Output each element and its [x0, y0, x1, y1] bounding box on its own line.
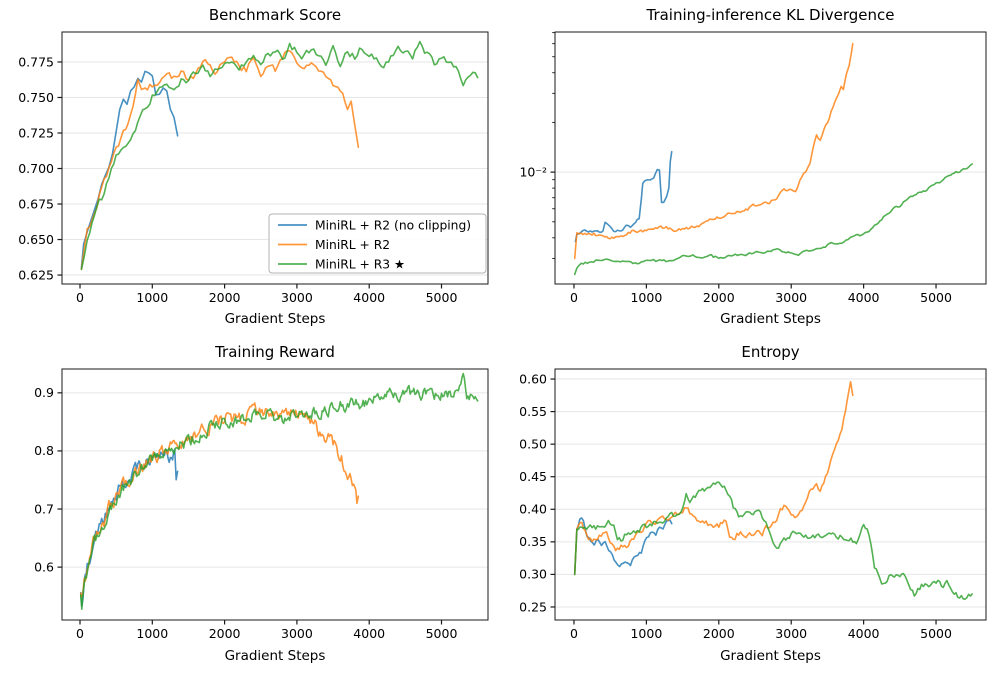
x-tick-label: 3000 [281, 626, 313, 641]
x-tick-label: 4000 [353, 626, 385, 641]
chart-benchmark-score: 0 1000 2000 3000 4000 5000 0.625 0.650 0.675 0.70… [18, 31, 489, 305]
x-tick-label: 5000 [426, 626, 458, 641]
x-tick-label: 5000 [426, 290, 458, 305]
y-tick-label: 0.30 [519, 567, 547, 582]
y-tick-label: 0.9 [34, 385, 54, 400]
y-tick-label: 0.7 [34, 501, 54, 516]
x-tick-label: 4000 [848, 290, 880, 305]
x-tick-label: 0 [570, 626, 578, 641]
axes-box [61, 368, 489, 621]
series-line-2 [573, 380, 854, 576]
x-tick-label: 2000 [209, 290, 241, 305]
y-tick-label: 0.650 [18, 232, 54, 247]
chart-title-entropy: Entropy [741, 343, 800, 361]
series-line-1 [80, 70, 179, 269]
axes-box [61, 31, 489, 285]
series-line-1 [79, 448, 179, 608]
y-tick-label: 0.775 [18, 54, 54, 69]
series-line-3 [80, 40, 479, 271]
y-tick-label: 0.625 [18, 267, 54, 282]
legend-entry-label: MiniRL + R2 [315, 238, 390, 252]
x-tick-label: 0 [570, 290, 578, 305]
legend-entry-label: MiniRL + R3 ★ [315, 257, 405, 271]
chart-entropy: 0 1000 2000 3000 4000 5000 0.25 0.30 0.35 0.40 0.4… [519, 368, 987, 641]
x-axis-label-benchmark-score: Gradient Steps [224, 311, 326, 327]
y-tick-label: 0.725 [18, 125, 54, 140]
y-tick-label: 0.60 [519, 371, 547, 386]
series-line-2 [573, 42, 854, 260]
y-tick-label: 0.45 [519, 469, 547, 484]
x-tick-label: 4000 [353, 290, 385, 305]
series-line-3 [573, 163, 974, 276]
x-tick-label: 2000 [703, 626, 735, 641]
x-tick-label: 2000 [209, 626, 241, 641]
axes-box [554, 368, 987, 621]
x-axis-label-training-reward: Gradient Steps [224, 648, 326, 664]
series-line-2 [79, 402, 360, 599]
x-tick-label: 1000 [630, 626, 662, 641]
x-tick-label: 3000 [775, 626, 807, 641]
x-tick-label: 3000 [281, 290, 313, 305]
x-tick-label: 0 [76, 626, 84, 641]
y-tick-label: 10⁻² [519, 164, 547, 179]
series-line-2 [80, 49, 360, 271]
y-tick-label: 0.750 [18, 90, 54, 105]
x-tick-label: 1000 [630, 290, 662, 305]
series-line-1 [574, 150, 673, 243]
y-tick-label: 0.25 [519, 599, 547, 614]
x-tick-label: 1000 [136, 626, 168, 641]
y-tick-label: 0.35 [519, 534, 547, 549]
series-line-3 [79, 372, 479, 611]
x-tick-label: 1000 [136, 290, 168, 305]
x-axis-label-entropy: Gradient Steps [720, 648, 821, 664]
y-tick-label: 0.55 [519, 404, 547, 419]
chart-title-training-reward: Training Reward [215, 343, 335, 361]
x-tick-label: 5000 [920, 626, 952, 641]
x-tick-label: 0 [76, 290, 84, 305]
series-line-1 [573, 517, 673, 576]
y-tick-label: 0.50 [519, 436, 547, 451]
x-tick-label: 5000 [920, 290, 952, 305]
chart-title-kl-divergence: Training-inference KL Divergence [646, 6, 895, 24]
axes-box [554, 31, 987, 285]
series-line-3 [573, 481, 974, 600]
chart-kl-divergence: 0 1000 2000 3000 4000 5000 10⁻² [519, 31, 987, 305]
y-tick-label: 0.700 [18, 161, 54, 176]
y-tick-label: 0.675 [18, 196, 54, 211]
y-tick-label: 0.40 [519, 502, 547, 517]
x-tick-label: 3000 [775, 290, 807, 305]
y-tick-label: 0.8 [34, 443, 54, 458]
chart-title-benchmark-score: Benchmark Score [208, 6, 342, 24]
legend-box: MiniRL + R2 (no clipping) MiniRL + R2 Mini… [268, 213, 487, 274]
x-tick-label: 4000 [848, 626, 880, 641]
y-tick-label: 0.6 [34, 559, 54, 574]
x-tick-label: 2000 [703, 290, 735, 305]
x-axis-label-kl-divergence: Gradient Steps [720, 311, 821, 327]
legend-entry-label: MiniRL + R2 (no clipping) [315, 218, 471, 232]
chart-training-reward: 0 1000 2000 3000 4000 5000 0.6 0.7 0.8 0.9 [34, 368, 489, 641]
